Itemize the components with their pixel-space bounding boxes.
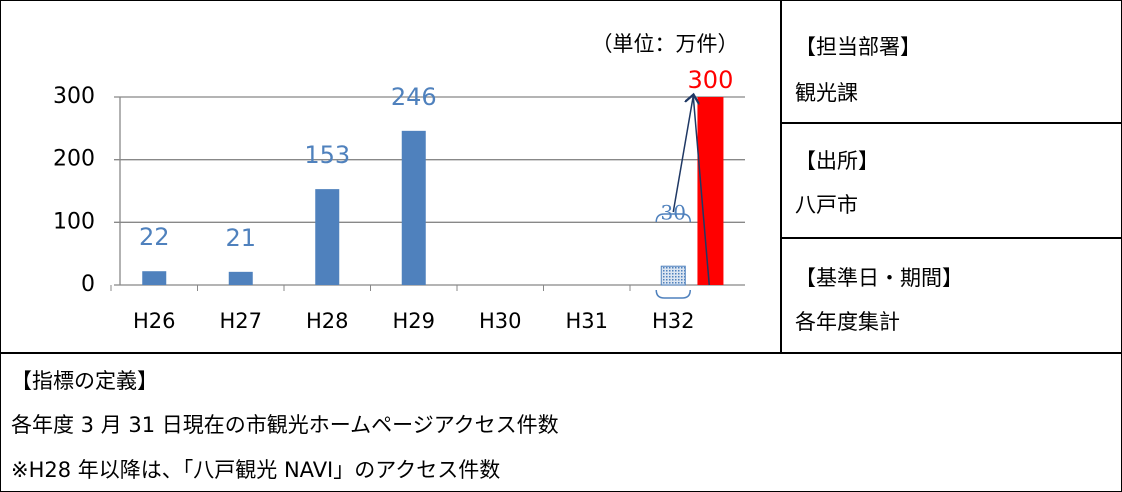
value-label: 300 [688,66,734,94]
definition-heading: 【指標の定義】 [11,369,158,393]
unit-label: （単位：万件） [592,32,739,56]
info-cell: 【担当部署】 観光課 [780,0,1122,124]
chart: （単位：万件） 0 100 200 300 H26 H27 H28 H29 H30 H31 H32 2… [53,32,745,333]
chart-cell [0,0,782,354]
y-tick-label: 100 [53,209,95,234]
y-tick-label: 0 [81,272,95,297]
info-text: 八戸市 [795,193,858,217]
info-cell: 【基準日・期間】 各年度集計 [780,237,1122,354]
bracket [655,213,691,299]
value-label: 246 [391,83,437,111]
definition-line: 各年度 3 月 31 日現在の市観光ホームページアクセス件数 [11,413,559,437]
x-tick-label: H27 [219,309,262,333]
bar [315,189,340,285]
x-tick-label: H30 [479,309,522,333]
x-tick-label: H32 [652,309,695,333]
info-heading: 【担当部署】 [795,35,921,59]
x-tick-label: H31 [565,309,608,333]
info-heading: 【基準日・期間】 [795,266,963,290]
info-text: 各年度集計 [795,310,900,334]
bar [660,265,686,286]
value-label: 22 [139,223,170,251]
bar [401,130,426,285]
arrow [672,96,693,213]
arrow [692,95,710,286]
y-tick-label: 300 [53,84,95,109]
value-label: 30 [661,201,686,225]
definition-cell: 【指標の定義】 各年度 3 月 31 日現在の市観光ホームページアクセス件数 ※… [0,352,1122,492]
value-label: 153 [304,141,350,169]
info-heading: 【出所】 [795,149,879,173]
bar [228,271,253,285]
x-tick-label: H26 [133,309,176,333]
value-label: 21 [225,224,256,252]
info-cell: 【出所】 八戸市 [780,122,1122,239]
definition-line: ※H28 年以降は、「八戸観光 NAVI」のアクセス件数 [11,458,501,482]
x-tick-label: H28 [306,309,349,333]
x-tick-label: H29 [392,309,435,333]
y-tick-label: 200 [53,147,95,172]
bar [142,271,167,285]
info-text: 観光課 [795,81,858,105]
